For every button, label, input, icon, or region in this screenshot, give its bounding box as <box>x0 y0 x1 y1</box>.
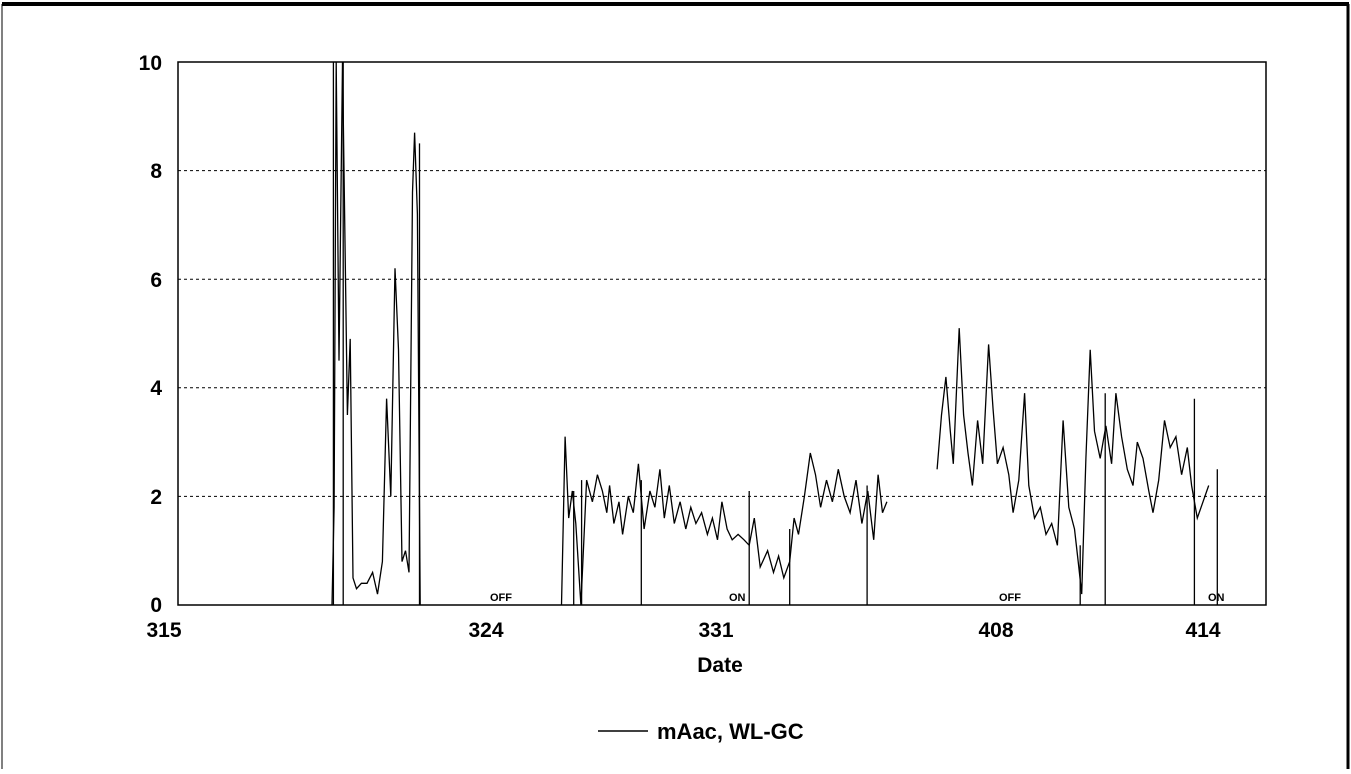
x-tick-label: 324 <box>468 619 503 642</box>
series-line <box>560 436 888 606</box>
annotation-label: OFF <box>490 592 512 604</box>
annotation-label: ON <box>729 592 746 604</box>
series-lines <box>331 61 1218 606</box>
x-tick-label: 331 <box>698 619 733 642</box>
legend-label: mAac, WL-GC <box>657 719 804 744</box>
legend: mAac, WL-GC <box>598 719 804 744</box>
annotation-label: ON <box>1208 592 1225 604</box>
on-off-annotations: OFF ON OFF ON <box>490 592 1225 604</box>
series-line <box>936 328 1210 595</box>
x-tick-label: 414 <box>1185 619 1220 642</box>
x-tick-label: 315 <box>146 619 181 642</box>
annotation-label: OFF <box>999 592 1021 604</box>
y-tick-label: 0 <box>150 594 162 617</box>
y-tick-label: 10 <box>139 52 162 75</box>
plot-area-border <box>177 61 1267 606</box>
x-axis-tick-labels: 315 324 331 408 414 <box>146 619 1220 642</box>
y-tick-label: 4 <box>150 377 162 400</box>
x-axis-title: Date <box>697 654 743 677</box>
y-tick-label: 6 <box>150 269 162 292</box>
y-tick-label: 2 <box>150 486 162 509</box>
x-tick-label: 408 <box>978 619 1013 642</box>
y-tick-label: 8 <box>150 160 162 183</box>
y-axis-tick-labels: 0 2 4 6 8 10 <box>139 52 163 617</box>
